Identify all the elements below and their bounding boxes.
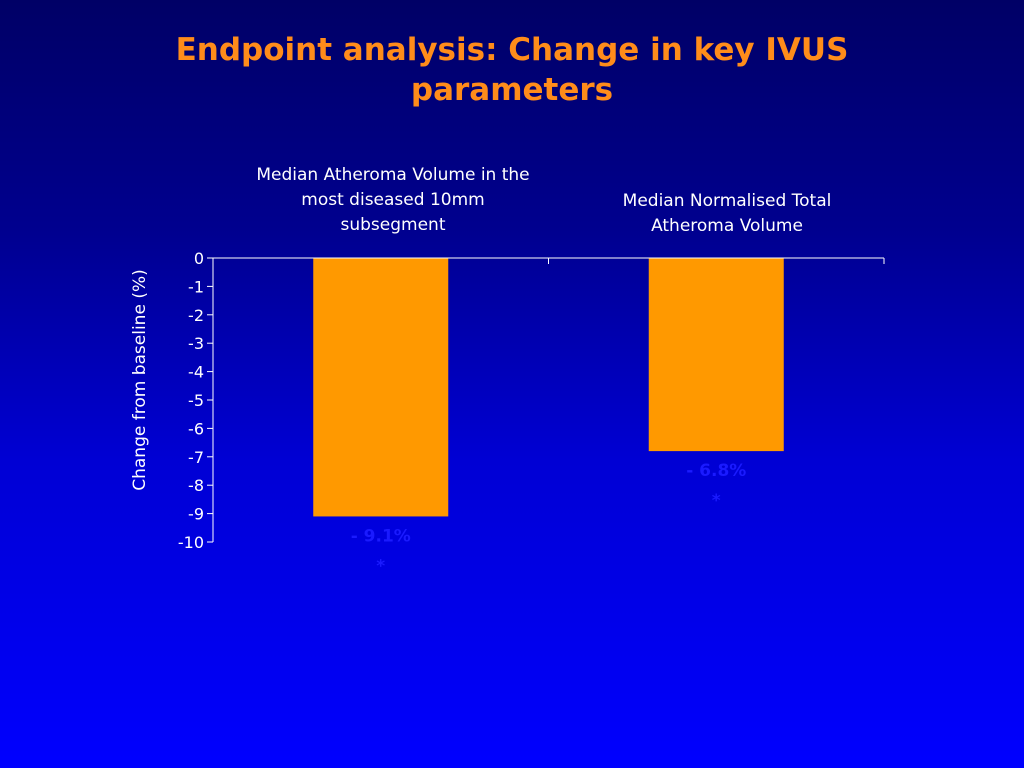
y-tick-label-5: -5 <box>188 391 204 410</box>
slide-title: Endpoint analysis: Change in key IVUS pa… <box>0 30 1024 110</box>
slide-title-line-1: Endpoint analysis: Change in key IVUS <box>175 32 849 68</box>
y-tick-label-4: -4 <box>188 363 204 382</box>
y-tick-label-1: -1 <box>188 277 204 296</box>
category-label-2-line-1: Median Normalised Total <box>622 191 832 211</box>
y-tick-label-9: -9 <box>188 505 204 524</box>
y-tick-label-3: -3 <box>188 334 204 353</box>
y-tick-label-2: -2 <box>188 306 204 325</box>
category-label-1-line-2: most diseased 10mm <box>301 190 485 210</box>
y-tick-label-8: -8 <box>188 476 204 495</box>
category-label-1: Median Atheroma Volume in the most disea… <box>213 163 573 238</box>
bar-1-value-label-line-1: - 9.1% <box>351 526 411 546</box>
y-tick-label-6: -6 <box>188 419 204 438</box>
slide-title-line-2: parameters <box>410 72 614 108</box>
y-tick-label-10: -10 <box>178 533 204 552</box>
bar-2-value-label-line-2: * <box>712 491 721 511</box>
category-label-1-line-3: subsegment <box>340 215 446 235</box>
category-label-1-line-1: Median Atheroma Volume in the <box>256 165 530 185</box>
y-tick-label-7: -7 <box>188 448 204 467</box>
bar-1-value-label-line-2: * <box>376 556 385 576</box>
y-tick-label-0: 0 <box>194 249 204 268</box>
bar-1 <box>313 258 449 517</box>
bar-2-value-label-line-1: - 6.8% <box>686 461 746 481</box>
category-label-2: Median Normalised Total Atheroma Volume <box>567 189 887 239</box>
bar-2 <box>648 258 784 452</box>
category-label-2-line-2: Atheroma Volume <box>651 216 803 236</box>
